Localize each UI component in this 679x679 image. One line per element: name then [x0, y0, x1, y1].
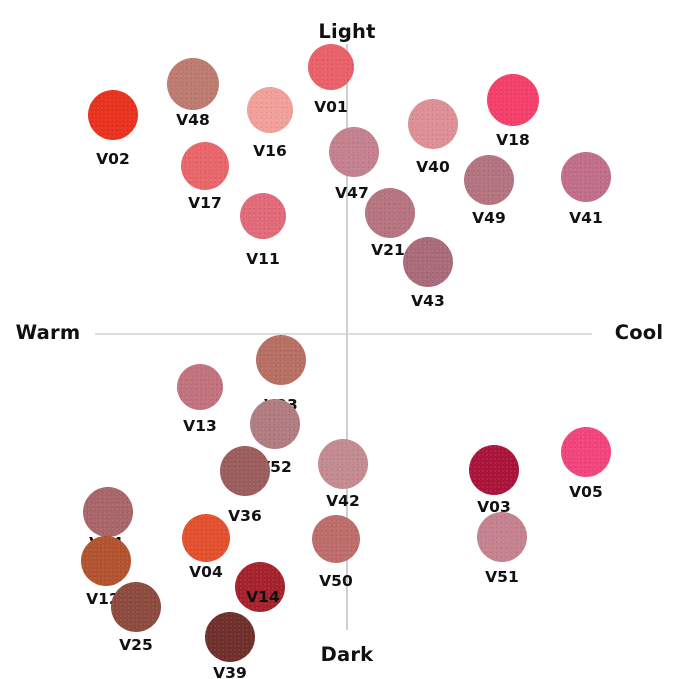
swatch-color-dot — [329, 127, 379, 177]
swatch-color-dot — [88, 90, 138, 140]
axis-pole-label-light: Light — [318, 20, 376, 43]
swatch-v39[interactable] — [205, 612, 255, 662]
swatch-v12[interactable] — [81, 536, 131, 586]
swatch-v40[interactable] — [408, 99, 458, 149]
swatch-label-v03: V03 — [477, 498, 511, 516]
swatch-color-dot — [83, 487, 133, 537]
swatch-v25[interactable] — [111, 582, 161, 632]
swatch-label-v18: V18 — [496, 131, 530, 149]
swatch-color-dot — [408, 99, 458, 149]
swatch-color-dot — [205, 612, 255, 662]
swatch-color-dot — [403, 237, 453, 287]
swatch-label-v21: V21 — [371, 241, 405, 259]
swatch-color-dot — [308, 44, 354, 90]
swatch-v01[interactable] — [308, 44, 354, 90]
swatch-label-v04: V04 — [189, 563, 223, 581]
swatch-color-dot — [220, 446, 270, 496]
swatch-v41[interactable] — [561, 152, 611, 202]
swatch-v49[interactable] — [464, 155, 514, 205]
swatch-v51[interactable] — [477, 512, 527, 562]
swatch-color-dot — [167, 58, 219, 110]
swatch-color-dot — [111, 582, 161, 632]
swatch-v43[interactable] — [403, 237, 453, 287]
swatch-v16[interactable] — [247, 87, 293, 133]
swatch-color-dot — [561, 152, 611, 202]
swatch-color-dot — [312, 515, 360, 563]
swatch-color-dot — [182, 514, 230, 562]
swatch-v17[interactable] — [181, 142, 229, 190]
swatch-label-v23: V23 — [0, 397, 621, 414]
swatch-color-dot — [365, 188, 415, 238]
swatch-v04[interactable] — [182, 514, 230, 562]
swatch-v36[interactable] — [220, 446, 270, 496]
swatch-label-v39: V39 — [213, 664, 247, 679]
swatch-label-v50: V50 — [319, 572, 353, 590]
swatch-label-v36: V36 — [228, 507, 262, 525]
swatch-v18[interactable] — [487, 74, 539, 126]
swatch-color-dot — [240, 193, 286, 239]
swatch-label-v01: V01 — [314, 98, 348, 116]
swatch-label-v48: V48 — [176, 111, 210, 129]
swatch-label-v11: V11 — [246, 250, 280, 268]
swatch-v02[interactable] — [88, 90, 138, 140]
swatch-label-v42: V42 — [326, 492, 360, 510]
swatch-color-dot — [235, 562, 285, 612]
swatch-v24[interactable] — [83, 487, 133, 537]
swatch-label-v13: V13 — [183, 417, 217, 435]
swatch-label-v51: V51 — [485, 568, 519, 586]
swatch-v52[interactable] — [250, 399, 300, 449]
swatch-v42[interactable] — [318, 439, 368, 489]
swatch-color-dot — [464, 155, 514, 205]
swatch-color-dot — [177, 364, 223, 410]
swatch-color-dot — [487, 74, 539, 126]
swatch-color-dot — [318, 439, 368, 489]
swatch-label-v49: V49 — [472, 209, 506, 227]
swatch-label-v43: V43 — [411, 292, 445, 310]
warm-cool-axis-line — [95, 333, 592, 335]
swatch-v11[interactable] — [240, 193, 286, 239]
swatch-label-v47: V47 — [335, 184, 369, 202]
swatch-v05[interactable] — [561, 427, 611, 477]
swatch-label-v16: V16 — [253, 142, 287, 160]
axis-pole-label-cool: Cool — [614, 321, 664, 344]
axis-pole-label-warm: Warm — [15, 321, 81, 344]
swatch-label-v05: V05 — [569, 483, 603, 501]
light-dark-axis-line — [346, 44, 348, 630]
swatch-label-v41: V41 — [569, 209, 603, 227]
swatch-color-dot — [256, 335, 306, 385]
swatch-v13[interactable] — [177, 364, 223, 410]
swatch-v23[interactable] — [256, 335, 306, 385]
swatch-v48[interactable] — [167, 58, 219, 110]
swatch-v47[interactable] — [329, 127, 379, 177]
swatch-color-dot — [469, 445, 519, 495]
swatch-color-dot — [81, 536, 131, 586]
axis-pole-label-dark: Dark — [320, 643, 374, 666]
swatch-label-v25: V25 — [119, 636, 153, 654]
swatch-color-dot — [561, 427, 611, 477]
swatch-color-dot — [250, 399, 300, 449]
swatch-v14[interactable] — [235, 562, 285, 612]
swatch-label-v17: V17 — [188, 194, 222, 212]
swatch-label-v14: V14 — [246, 588, 280, 606]
swatch-v50[interactable] — [312, 515, 360, 563]
swatch-color-dot — [181, 142, 229, 190]
swatch-label-v02: V02 — [96, 150, 130, 168]
swatch-color-dot — [247, 87, 293, 133]
swatch-color-dot — [477, 512, 527, 562]
swatch-label-v40: V40 — [416, 158, 450, 176]
swatch-v21[interactable] — [365, 188, 415, 238]
swatch-v03[interactable] — [469, 445, 519, 495]
swatch-label-v52: V52 — [258, 458, 292, 476]
